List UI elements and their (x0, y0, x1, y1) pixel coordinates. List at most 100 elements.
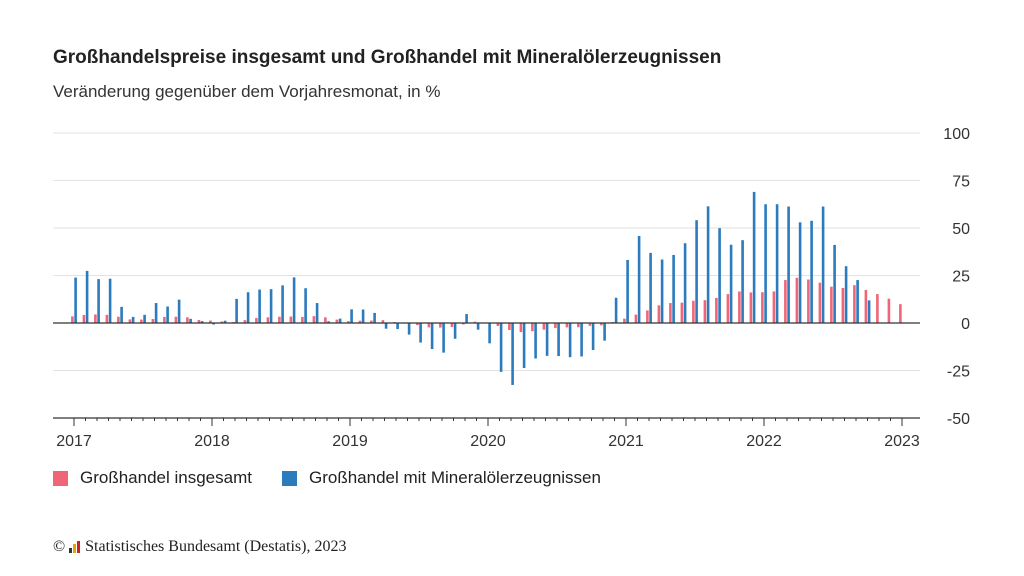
bar-mineraloel (672, 254, 675, 323)
bar-insgesamt (220, 321, 224, 323)
x-tick-label: 2020 (470, 433, 506, 450)
bar-mineraloel (315, 303, 319, 323)
bar-mineraloel (350, 309, 353, 323)
y-tick-label: -25 (947, 364, 970, 381)
bar-insgesamt (197, 319, 201, 323)
bar-insgesamt (450, 323, 454, 327)
bar-mineraloel (522, 323, 526, 369)
bar-mineraloel (534, 323, 537, 359)
bar-mineraloel (488, 323, 491, 344)
bar-insgesamt (887, 298, 891, 323)
bar-insgesamt (899, 304, 902, 323)
bar-mineraloel (223, 320, 227, 323)
legend-label-mineraloel: Großhandel mit Mineralölerzeugnissen (308, 468, 601, 487)
bar-mineraloel (292, 277, 296, 323)
bar-insgesamt (749, 292, 753, 323)
bar-insgesamt (71, 316, 74, 323)
bar-mineraloel (281, 285, 284, 323)
bar-mineraloel (511, 323, 514, 385)
y-axis-tick-labels: 100 75 50 25 0 -25 -50 (943, 126, 970, 428)
bar-insgesamt (726, 294, 730, 323)
bar-insgesamt (600, 323, 603, 326)
bar-mineraloel (775, 204, 779, 323)
bar-mineraloel (166, 306, 169, 323)
bar-insgesamt (278, 316, 281, 323)
bar-insgesamt (577, 323, 580, 328)
bar-insgesamt (588, 323, 592, 326)
x-tick-label: 2019 (332, 433, 368, 450)
bar-mineraloel (200, 321, 204, 323)
bar-mineraloel (787, 206, 790, 323)
bar-mineraloel (729, 244, 733, 323)
bar-mineraloel (695, 220, 698, 323)
bar-insgesamt (94, 314, 97, 323)
bar-mineraloel (419, 323, 422, 343)
bar-insgesamt (703, 300, 707, 323)
y-tick-label: 75 (952, 174, 970, 191)
bar-insgesamt (151, 319, 155, 323)
bar-mineraloel (407, 323, 411, 335)
chart-title: Großhandelspreise insgesamt und Großhand… (53, 47, 722, 68)
destatis-logo-icon (69, 541, 81, 553)
bar-insgesamt (312, 316, 316, 323)
bar-mineraloel (453, 323, 457, 339)
bar-mineraloel (143, 314, 146, 323)
y-tick-label: -50 (947, 411, 970, 428)
bar-mineraloel (120, 306, 123, 323)
bar-insgesamt (738, 291, 741, 323)
x-tick-label: 2018 (194, 433, 230, 450)
bar-mineraloel (177, 299, 181, 323)
bar-insgesamt (565, 323, 569, 328)
bar-insgesamt (439, 323, 442, 328)
bar-insgesamt (680, 302, 684, 323)
bar-mineraloel (683, 243, 687, 323)
bar-mineraloel (752, 191, 756, 323)
bar-insgesamt (174, 316, 178, 323)
bar-mineraloel (810, 220, 813, 323)
bar-mineraloel (361, 309, 365, 323)
bar-insgesamt (117, 316, 120, 323)
bar-insgesamt (761, 292, 764, 323)
bar-mineraloel (798, 222, 802, 323)
bar-mineraloel (499, 323, 503, 372)
bar-insgesamt (266, 317, 270, 323)
bar-mineraloel (131, 316, 135, 323)
bar-mineraloel (603, 323, 606, 341)
bar-mineraloel (660, 259, 664, 323)
bar-insgesamt (462, 323, 465, 325)
bar-mineraloel (844, 266, 848, 323)
bar-insgesamt (82, 315, 86, 323)
bar-mineraloel (108, 278, 112, 323)
bar-mineraloel (465, 314, 468, 323)
bar-insgesamt (772, 291, 776, 323)
bars (71, 191, 902, 385)
bar-insgesamt (381, 320, 385, 323)
bar-mineraloel (557, 323, 560, 357)
bar-insgesamt (542, 323, 546, 330)
bar-mineraloel (706, 206, 710, 323)
bar-mineraloel (212, 323, 215, 325)
bar-mineraloel (626, 259, 629, 323)
bar-insgesamt (864, 289, 868, 323)
bar-mineraloel (373, 312, 376, 323)
bar-insgesamt (324, 317, 327, 323)
bar-insgesamt (853, 285, 856, 323)
bar-insgesamt (289, 316, 293, 323)
bar-insgesamt (531, 323, 534, 332)
source-note: © Statistisches Bundesamt (Destatis), 20… (53, 538, 346, 556)
bar-insgesamt (818, 282, 822, 323)
bar-insgesamt (358, 320, 362, 323)
legend-swatch-mineraloel (281, 470, 297, 486)
bar-insgesamt (657, 305, 661, 323)
y-tick-label: 50 (952, 221, 970, 238)
bar-insgesamt (209, 320, 212, 323)
legend: Großhandel insgesamt Großhandel mit Mine… (53, 468, 631, 488)
bar-mineraloel (442, 323, 445, 353)
x-tick-label: 2021 (608, 433, 644, 450)
x-tick-label: 2017 (56, 433, 92, 450)
bar-insgesamt (496, 323, 500, 327)
bar-insgesamt (186, 317, 189, 323)
bar-insgesamt (301, 316, 304, 323)
bar-mineraloel (430, 323, 434, 350)
legend-item-mineraloel: Großhandel mit Mineralölerzeugnissen (281, 468, 601, 488)
